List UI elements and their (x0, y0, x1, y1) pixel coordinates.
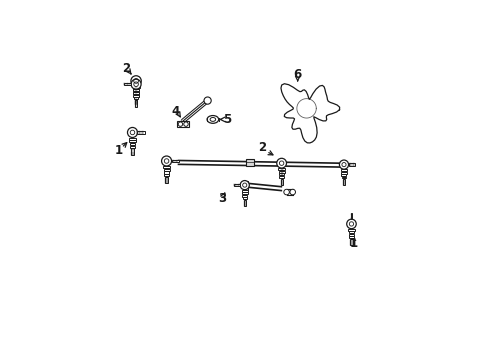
Bar (164, 171, 170, 174)
Ellipse shape (210, 117, 216, 121)
Bar (348, 229, 355, 231)
Text: 2: 2 (258, 141, 266, 154)
Bar (135, 86, 137, 94)
Bar (348, 163, 355, 166)
Bar (341, 172, 347, 174)
Bar (349, 234, 354, 236)
Bar (244, 181, 247, 190)
Circle shape (184, 122, 188, 126)
Bar (163, 166, 170, 168)
Bar (279, 171, 285, 173)
Text: 4: 4 (172, 105, 180, 118)
Bar (342, 174, 346, 176)
Circle shape (127, 127, 138, 138)
Bar (133, 92, 139, 94)
Text: 6: 6 (294, 68, 302, 81)
Bar (351, 213, 352, 219)
Bar (130, 143, 135, 145)
Bar (348, 231, 354, 233)
Bar (244, 200, 246, 206)
Bar (341, 170, 347, 171)
Bar (166, 177, 168, 183)
Bar (246, 159, 254, 166)
Circle shape (277, 158, 287, 168)
Bar (280, 179, 283, 185)
Text: 3: 3 (218, 193, 226, 206)
Ellipse shape (207, 116, 219, 123)
Bar (172, 160, 179, 162)
Bar (164, 174, 169, 176)
Bar (130, 145, 135, 148)
Circle shape (290, 189, 295, 195)
Circle shape (284, 189, 290, 195)
Circle shape (347, 219, 356, 229)
Bar (164, 169, 170, 171)
Bar (131, 148, 134, 155)
Bar (349, 237, 354, 238)
Text: 5: 5 (222, 113, 231, 126)
Bar (278, 168, 285, 170)
Bar (133, 89, 139, 91)
Bar (279, 174, 284, 175)
Bar (243, 197, 247, 199)
Bar (135, 98, 137, 104)
Polygon shape (281, 84, 340, 143)
Circle shape (162, 156, 172, 166)
Circle shape (240, 181, 249, 190)
Bar (138, 131, 145, 134)
Bar (133, 92, 139, 94)
Bar (242, 190, 248, 192)
Bar (133, 86, 140, 89)
Bar (133, 89, 140, 91)
Bar (279, 176, 284, 178)
Bar (177, 121, 189, 127)
Bar (242, 195, 247, 197)
Bar (280, 168, 283, 175)
Bar (234, 184, 240, 186)
Bar (124, 83, 131, 85)
Text: 1: 1 (115, 144, 122, 157)
Bar (129, 138, 136, 140)
Circle shape (131, 79, 141, 89)
Circle shape (178, 122, 183, 126)
Text: 1: 1 (350, 237, 358, 250)
Bar (343, 179, 345, 185)
Circle shape (131, 76, 141, 86)
Bar (129, 140, 136, 142)
Bar (242, 192, 247, 194)
Bar (342, 176, 346, 179)
Circle shape (204, 97, 211, 104)
Circle shape (340, 160, 348, 169)
Bar (134, 97, 139, 99)
Bar (135, 100, 137, 107)
Text: 2: 2 (122, 62, 130, 75)
Bar (133, 95, 139, 97)
Bar (134, 94, 139, 96)
Bar (350, 239, 352, 245)
